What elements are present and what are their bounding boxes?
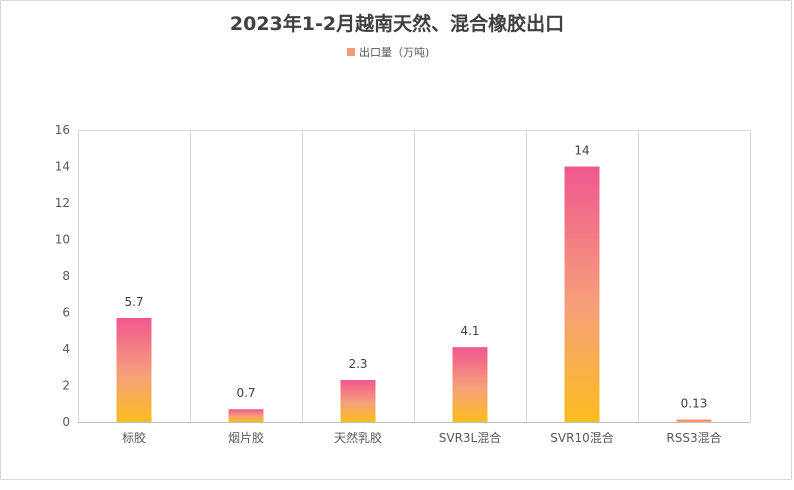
chart-title: 2023年1-2月越南天然、混合橡胶出口 (230, 12, 564, 35)
x-tick-label: SVR3L混合 (439, 430, 502, 445)
bar (452, 347, 488, 422)
bar (676, 419, 712, 422)
data-label: 2.3 (348, 357, 367, 371)
y-tick-label: 4 (62, 342, 70, 356)
x-axis-ticks: 标胶 烟片胶 天然乳胶 SVR3L混合 SVR10混合 RSS3混合 (122, 430, 722, 445)
y-tick-label: 10 (55, 233, 70, 247)
grid-layer (78, 130, 751, 423)
bar (564, 166, 600, 422)
x-tick-label: 标胶 (122, 430, 146, 445)
data-label: 0.7 (236, 386, 255, 400)
y-tick-label: 14 (55, 160, 70, 174)
x-tick-label: 天然乳胶 (334, 430, 382, 445)
bars (116, 166, 712, 422)
bar (228, 409, 264, 422)
data-label: 5.7 (124, 295, 143, 309)
y-tick-label: 2 (62, 379, 70, 393)
data-label: 0.13 (681, 397, 708, 411)
y-tick-label: 8 (62, 269, 70, 283)
bar (116, 317, 152, 422)
x-tick-label: SVR10混合 (550, 430, 613, 445)
x-tick-label: RSS3混合 (666, 430, 721, 445)
y-tick-label: 16 (55, 123, 70, 137)
bar (340, 380, 376, 422)
legend-swatch (347, 48, 355, 56)
legend: 出口量（万吨) (347, 45, 429, 59)
data-label: 14 (574, 144, 589, 158)
y-tick-label: 6 (62, 306, 70, 320)
data-label: 4.1 (460, 324, 479, 338)
legend-label: 出口量（万吨) (359, 45, 429, 59)
x-tick-label: 烟片胶 (228, 430, 264, 445)
data-labels: 5.7 0.7 2.3 4.1 14 0.13 (124, 144, 707, 411)
y-axis-ticks: 0 2 4 6 8 10 12 14 16 (55, 123, 70, 429)
y-tick-label: 12 (55, 196, 70, 210)
y-tick-label: 0 (62, 415, 70, 429)
